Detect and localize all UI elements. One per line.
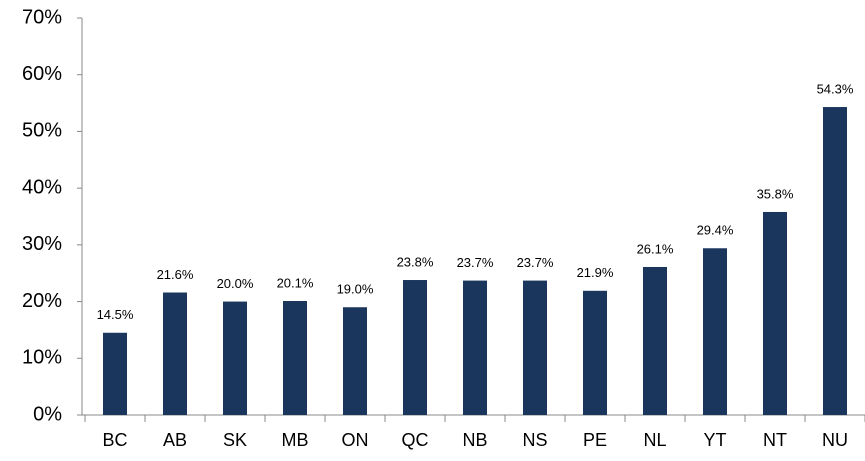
value-label: 23.8%: [397, 254, 434, 269]
y-tick-label: 0%: [33, 403, 62, 425]
bar: [403, 280, 427, 415]
x-tick-label: NT: [763, 430, 787, 450]
value-label: 19.0%: [337, 282, 374, 297]
y-tick-label: 60%: [22, 63, 62, 85]
y-tick-label: 30%: [22, 233, 62, 255]
x-tick-label: NL: [643, 430, 666, 450]
x-tick-label: QC: [402, 430, 429, 450]
bar: [463, 280, 487, 415]
x-tick-label: SK: [223, 430, 247, 450]
bar: [703, 248, 727, 415]
bar: [823, 107, 847, 415]
value-label: 35.8%: [757, 186, 794, 201]
bar: [643, 266, 667, 415]
y-tick-label: 70%: [22, 6, 62, 28]
y-tick-label: 10%: [22, 347, 62, 369]
x-tick-label: AB: [163, 430, 187, 450]
bar: [163, 292, 187, 415]
y-tick-label: 40%: [22, 176, 62, 198]
value-label: 20.0%: [217, 276, 254, 291]
bar: [523, 280, 547, 415]
value-label: 54.3%: [817, 81, 854, 96]
bar: [283, 301, 307, 415]
value-label: 21.9%: [577, 265, 614, 280]
x-tick-label: YT: [703, 430, 726, 450]
y-tick-label: 20%: [22, 290, 62, 312]
value-label: 26.1%: [637, 241, 674, 256]
x-tick-label: NB: [462, 430, 487, 450]
x-tick-label: NU: [822, 430, 848, 450]
bar: [343, 307, 367, 415]
bar: [223, 301, 247, 415]
value-label: 29.4%: [697, 223, 734, 238]
value-label: 21.6%: [157, 267, 194, 282]
bar: [103, 332, 127, 415]
bar: [583, 290, 607, 415]
x-tick-label: BC: [102, 430, 127, 450]
value-label: 23.7%: [457, 255, 494, 270]
bar: [763, 211, 787, 415]
value-label: 23.7%: [517, 255, 554, 270]
x-tick-label: MB: [282, 430, 309, 450]
x-tick-label: PE: [583, 430, 607, 450]
x-tick-label: ON: [342, 430, 369, 450]
value-label: 14.5%: [97, 307, 134, 322]
value-label: 20.1%: [277, 275, 314, 290]
x-tick-label: NS: [522, 430, 547, 450]
y-tick-label: 50%: [22, 120, 62, 142]
